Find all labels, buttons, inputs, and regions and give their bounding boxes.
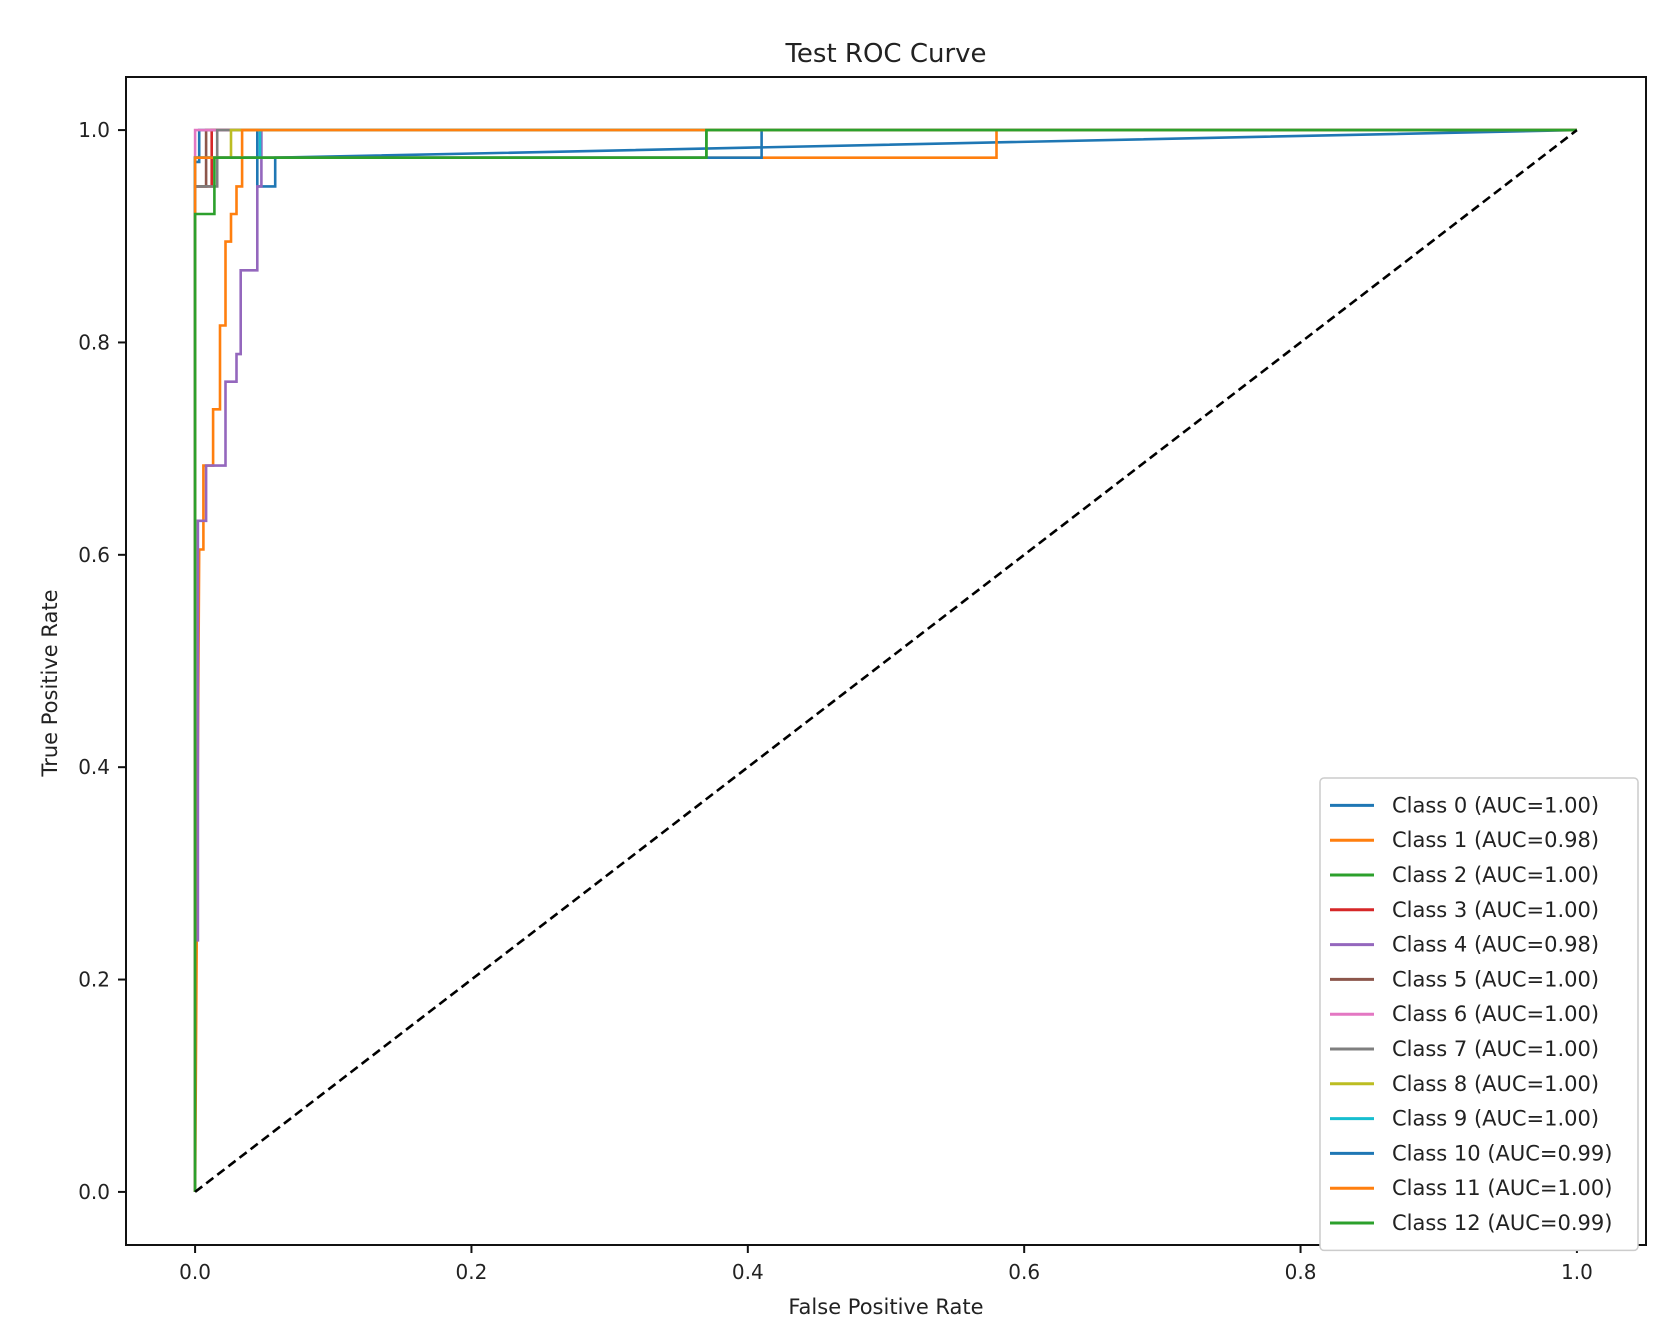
x-tick-label: 0.4 [732, 1260, 764, 1284]
legend-box [1319, 777, 1639, 1252]
x-tick-label: 0.2 [456, 1260, 488, 1284]
y-tick-label: 1.0 [78, 118, 110, 142]
legend-label: Class 6 (AUC=1.00) [1392, 1002, 1599, 1026]
y-tick-label: 0.2 [78, 968, 110, 992]
series-line-class-12 [193, 128, 1577, 1192]
y-axis-label: True Positive Rate [38, 589, 62, 777]
y-axis-ticks: 0.0 0.2 0.4 0.6 0.8 1.0 [78, 118, 126, 1204]
legend-label: Class 8 (AUC=1.00) [1392, 1072, 1599, 1096]
legend-label: Class 0 (AUC=1.00) [1392, 793, 1599, 817]
legend-entries: Class 0 (AUC=1.00) Class 1 (AUC=0.98) Clas… [1330, 793, 1612, 1235]
legend-label: Class 7 (AUC=1.00) [1392, 1037, 1599, 1061]
chance-diagonal-line [194, 129, 1578, 1193]
legend-label: Class 12 (AUC=0.99) [1392, 1211, 1612, 1235]
legend-label: Class 2 (AUC=1.00) [1392, 863, 1599, 887]
y-tick-label: 0.4 [78, 755, 110, 779]
legend-label: Class 3 (AUC=1.00) [1392, 898, 1599, 922]
legend-label: Class 1 (AUC=0.98) [1392, 828, 1599, 852]
y-tick-label: 0.8 [78, 330, 110, 354]
y-tick-label: 0.6 [78, 543, 110, 567]
x-axis-label: False Positive Rate [788, 1295, 983, 1319]
chart-title: Test ROC Curve [784, 39, 986, 69]
legend-label: Class 4 (AUC=0.98) [1392, 933, 1599, 957]
legend-label: Class 10 (AUC=0.99) [1392, 1141, 1612, 1165]
series-group [193, 128, 1578, 1193]
plot-frame [125, 76, 1647, 1246]
legend-label: Class 9 (AUC=1.00) [1392, 1107, 1599, 1131]
x-tick-label: 0.0 [179, 1260, 211, 1284]
x-tick-label: 1.0 [1561, 1260, 1593, 1284]
legend: Class 0 (AUC=1.00) Class 1 (AUC=0.98) Clas… [1319, 777, 1639, 1252]
x-tick-label: 0.6 [1008, 1260, 1040, 1284]
y-tick-label: 0.0 [78, 1180, 110, 1204]
x-tick-label: 0.8 [1285, 1260, 1317, 1284]
legend-label: Class 11 (AUC=1.00) [1392, 1176, 1612, 1200]
legend-label: Class 5 (AUC=1.00) [1392, 967, 1599, 991]
series-line-class-4 [195, 128, 1577, 942]
